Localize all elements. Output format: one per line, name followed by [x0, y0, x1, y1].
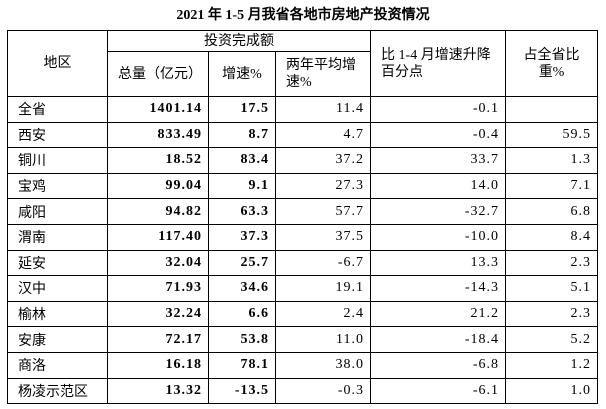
header-cell: 总量（亿元）: [107, 51, 209, 97]
value-cell: 18.52: [107, 147, 209, 174]
value-cell: 25.7: [208, 249, 276, 277]
header-cell: 比 1-4 月增速升降百分点: [370, 30, 507, 97]
value-cell: -0.4: [370, 121, 507, 149]
value-cell: 63.3: [208, 198, 276, 225]
value-cell: 71.93: [107, 275, 209, 302]
value-cell: -0.3: [274, 377, 372, 405]
value-cell: -6.1: [370, 377, 507, 405]
value-cell: 14.0: [370, 172, 507, 200]
region-cell: 铜川: [7, 147, 108, 174]
value-cell: 13.32: [107, 377, 209, 405]
region-cell: 宝鸡: [7, 172, 108, 200]
value-cell: 5.2: [505, 326, 599, 353]
region-cell: 全省: [7, 96, 108, 123]
value-cell: 6.8: [505, 198, 599, 225]
value-cell: 6.6: [208, 300, 276, 328]
value-cell: 8.7: [208, 121, 276, 149]
value-cell: 5.1: [505, 275, 599, 302]
data-row: 渭南 117.40 37.3 37.5 -10.0 8.4: [7, 223, 599, 251]
value-cell: 4.7: [274, 121, 372, 149]
header-row: 总量（亿元） 增速% 两年平均增速%: [8, 51, 598, 97]
value-cell: 833.49: [107, 121, 209, 149]
header-row: 地区 投资完成额 比 1-4 月增速升降百分点 占全省比重%: [7, 30, 599, 97]
region-cell: 安康: [7, 326, 108, 353]
value-cell: 34.6: [208, 275, 276, 302]
region-cell: 西安: [7, 121, 108, 149]
value-cell: -32.7: [370, 198, 507, 225]
value-cell: 53.8: [208, 326, 276, 353]
region-cell: 咸阳: [7, 198, 108, 225]
data-row: 全省 1401.14 17.5 11.4 -0.1: [7, 96, 599, 123]
value-cell: 27.3: [274, 172, 372, 200]
value-cell: 2.3: [505, 300, 599, 328]
header-cell: 投资完成额: [106, 30, 372, 52]
value-cell: 57.7: [274, 198, 372, 225]
value-cell: 32.24: [107, 300, 209, 328]
data-row: 西安 833.49 8.7 4.7 -0.4 59.5: [7, 121, 599, 149]
value-cell: 78.1: [208, 351, 276, 379]
table: 地区 投资完成额 比 1-4 月增速升降百分点 占全省比重% 总量（亿元） 增速…: [7, 30, 599, 405]
data-row: 延安 32.04 25.7 -6.7 13.3 2.3: [7, 249, 599, 277]
value-cell: 83.4: [208, 147, 276, 174]
title: 2021 年 1-5 月我省各地市房地产投资情况: [176, 8, 430, 23]
data-row: 宝鸡 99.04 9.1 27.3 14.0 7.1: [7, 172, 599, 200]
header-cell: 增速%: [208, 51, 276, 97]
value-cell: 8.4: [505, 223, 599, 251]
value-cell: 94.82: [107, 198, 209, 225]
value-cell: -10.0: [370, 223, 507, 251]
value-cell: 2.4: [274, 300, 372, 328]
data-row: 汉中 71.93 34.6 19.1 -14.3 5.1: [7, 275, 599, 302]
value-cell: -18.4: [370, 326, 507, 353]
header-cell: 地区: [7, 30, 108, 97]
value-cell: -6.8: [370, 351, 507, 379]
region-cell: 商洛: [7, 351, 108, 379]
table-body: 地区 投资完成额 比 1-4 月增速升降百分点 占全省比重% 总量（亿元） 增速…: [7, 30, 599, 405]
header-cell: 占全省比重%: [505, 30, 599, 97]
value-cell: 33.7: [370, 147, 507, 174]
region-cell: 渭南: [7, 223, 108, 251]
data-row: 杨凌示范区 13.32 -13.5 -0.3 -6.1 1.0: [7, 377, 599, 405]
value-cell: 2.3: [505, 249, 599, 277]
value-cell: 1401.14: [107, 96, 209, 123]
data-row: 安康 72.17 53.8 11.0 -18.4 5.2: [7, 326, 599, 353]
region-cell: 杨凌示范区: [7, 377, 108, 405]
header-cell: 两年平均增速%: [274, 51, 372, 97]
value-cell: 7.1: [505, 172, 599, 200]
region-cell: 延安: [7, 249, 108, 277]
empty-cell: [505, 96, 599, 123]
value-cell: 37.2: [274, 147, 372, 174]
value-cell: 99.04: [107, 172, 209, 200]
value-cell: 1.3: [505, 147, 599, 174]
value-cell: 11.0: [274, 326, 372, 353]
value-cell: -6.7: [274, 249, 372, 277]
value-cell: 117.40: [107, 223, 209, 251]
value-cell: 72.17: [107, 326, 209, 353]
data-row: 咸阳 94.82 63.3 57.7 -32.7 6.8: [7, 198, 599, 225]
value-cell: 1.0: [505, 377, 599, 405]
value-cell: 37.3: [208, 223, 276, 251]
region-cell: 榆林: [7, 300, 108, 328]
value-cell: 1.2: [505, 351, 599, 379]
data-row: 商洛 16.18 78.1 38.0 -6.8 1.2: [7, 351, 599, 379]
value-cell: 17.5: [208, 96, 276, 123]
value-cell: -13.5: [208, 377, 276, 405]
value-cell: 38.0: [274, 351, 372, 379]
value-cell: 59.5: [505, 121, 599, 149]
value-cell: 9.1: [208, 172, 276, 200]
value-cell: -14.3: [370, 275, 507, 302]
value-cell: 11.4: [274, 96, 372, 123]
value-cell: 21.2: [370, 300, 507, 328]
value-cell: 13.3: [370, 249, 507, 277]
data-row: 榆林 32.24 6.6 2.4 21.2 2.3: [7, 300, 599, 328]
value-cell: 19.1: [274, 275, 372, 302]
value-cell: 32.04: [107, 249, 209, 277]
data-row: 铜川 18.52 83.4 37.2 33.7 1.3: [7, 147, 599, 174]
value-cell: -0.1: [370, 96, 507, 123]
value-cell: 16.18: [107, 351, 209, 379]
value-cell: 37.5: [274, 223, 372, 251]
region-cell: 汉中: [7, 275, 108, 302]
